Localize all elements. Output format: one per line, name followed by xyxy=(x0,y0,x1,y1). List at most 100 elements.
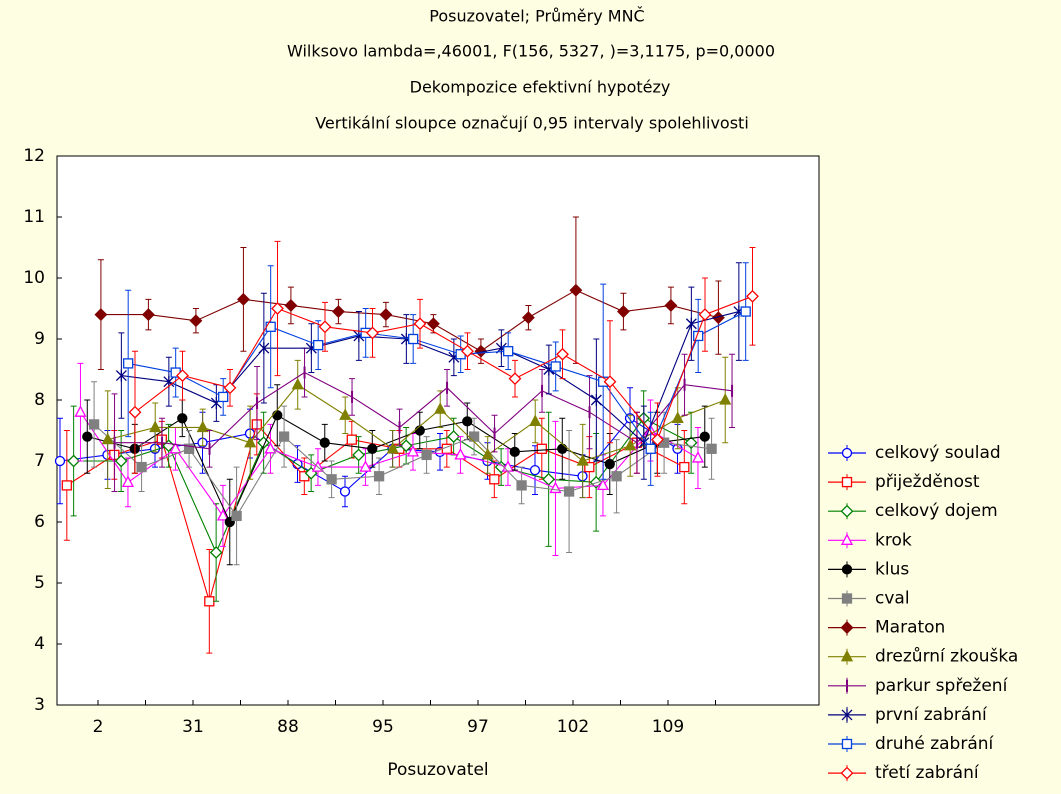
data-point xyxy=(698,308,712,322)
legend-marker xyxy=(841,738,853,750)
x-tick-label: 109 xyxy=(652,717,684,737)
legend-label: Maraton xyxy=(875,618,945,638)
data-point xyxy=(379,308,393,322)
data-point xyxy=(331,305,345,318)
chart-subtitle: Wilksovo lambda=,46001, F(156, 5327, )=3… xyxy=(287,42,775,61)
data-point xyxy=(386,441,399,454)
x-tick-label: 88 xyxy=(277,717,299,737)
data-point xyxy=(414,425,425,436)
legend-label: druhé zabrání xyxy=(875,734,995,754)
data-point xyxy=(123,358,134,369)
legend-label: parkur spřežení xyxy=(875,676,1009,696)
data-point xyxy=(556,347,569,361)
data-point xyxy=(278,431,290,442)
data-point xyxy=(529,464,541,476)
x-axis-title: Posuzovatel xyxy=(387,760,488,780)
legend-marker xyxy=(841,593,853,604)
legend-label: přiježděnost xyxy=(875,472,980,492)
data-point xyxy=(82,431,93,442)
data-point xyxy=(508,372,522,386)
data-point xyxy=(319,437,330,448)
data-point xyxy=(529,414,542,426)
series-line xyxy=(100,289,719,352)
data-point xyxy=(550,361,561,372)
data-point xyxy=(313,339,324,351)
series-line xyxy=(73,417,692,554)
data-point xyxy=(346,434,357,445)
data-point xyxy=(699,431,710,442)
data-point xyxy=(406,444,420,457)
chart-title: Posuzovatel; Průměry MNČ xyxy=(429,7,644,26)
data-point xyxy=(408,333,419,345)
data-point xyxy=(149,420,162,433)
legend-marker xyxy=(840,504,854,518)
data-point xyxy=(719,393,732,405)
data-point xyxy=(664,299,678,312)
data-point xyxy=(624,438,637,451)
data-point xyxy=(447,430,461,444)
data-point xyxy=(114,454,128,468)
data-point xyxy=(684,436,698,450)
data-point xyxy=(616,305,630,318)
legend-label: klus xyxy=(875,559,909,579)
data-point xyxy=(101,432,114,445)
data-point xyxy=(399,439,413,453)
series-line xyxy=(93,423,712,517)
y-tick-label: 11 xyxy=(23,207,45,227)
data-point xyxy=(352,448,366,462)
data-point xyxy=(141,308,155,322)
data-point xyxy=(54,455,66,467)
data-point xyxy=(584,461,595,473)
data-point xyxy=(611,471,622,482)
legend-marker xyxy=(840,766,854,780)
data-point xyxy=(115,369,127,382)
data-point xyxy=(204,596,215,607)
data-point xyxy=(596,478,610,491)
legend-label: celkový soulad xyxy=(875,443,1001,463)
data-point xyxy=(67,454,81,468)
data-point xyxy=(706,443,717,454)
data-point xyxy=(258,342,270,355)
data-point xyxy=(679,461,690,473)
legend-marker xyxy=(840,533,854,545)
legend-marker xyxy=(841,708,853,721)
data-point xyxy=(136,461,147,473)
data-point xyxy=(209,546,223,559)
legend-label: cval xyxy=(875,589,910,609)
data-point xyxy=(121,475,135,487)
legend-label: první zabrání xyxy=(875,705,988,725)
chart-subtitle: Dekompozice efektivní hypotézy xyxy=(410,78,671,97)
data-point xyxy=(367,443,378,454)
data-point xyxy=(223,381,237,395)
data-point xyxy=(264,441,277,454)
data-point xyxy=(604,458,615,470)
data-point xyxy=(218,391,229,403)
data-point xyxy=(373,471,385,482)
data-point xyxy=(462,416,473,427)
data-point xyxy=(177,413,188,424)
data-point xyxy=(339,486,351,497)
plot-area xyxy=(56,155,820,706)
y-tick-label: 4 xyxy=(34,634,45,654)
data-point xyxy=(421,449,432,461)
data-point xyxy=(503,346,514,357)
data-point xyxy=(236,292,250,306)
data-point xyxy=(468,431,480,442)
data-point xyxy=(521,311,535,325)
chart-subtitle: Vertikální sloupce označují 0,95 interva… xyxy=(315,114,749,133)
data-point xyxy=(590,394,602,406)
data-point xyxy=(434,402,447,414)
data-point xyxy=(366,326,379,340)
x-tick-label: 95 xyxy=(372,717,394,737)
data-point xyxy=(557,443,568,454)
data-point xyxy=(536,443,547,454)
data-point xyxy=(271,302,284,315)
data-point xyxy=(318,320,332,334)
legend-marker xyxy=(840,621,854,635)
data-point xyxy=(746,289,759,303)
data-point xyxy=(603,375,617,389)
data-point xyxy=(265,321,276,332)
y-tick-label: 8 xyxy=(34,390,45,410)
data-point xyxy=(231,510,242,522)
